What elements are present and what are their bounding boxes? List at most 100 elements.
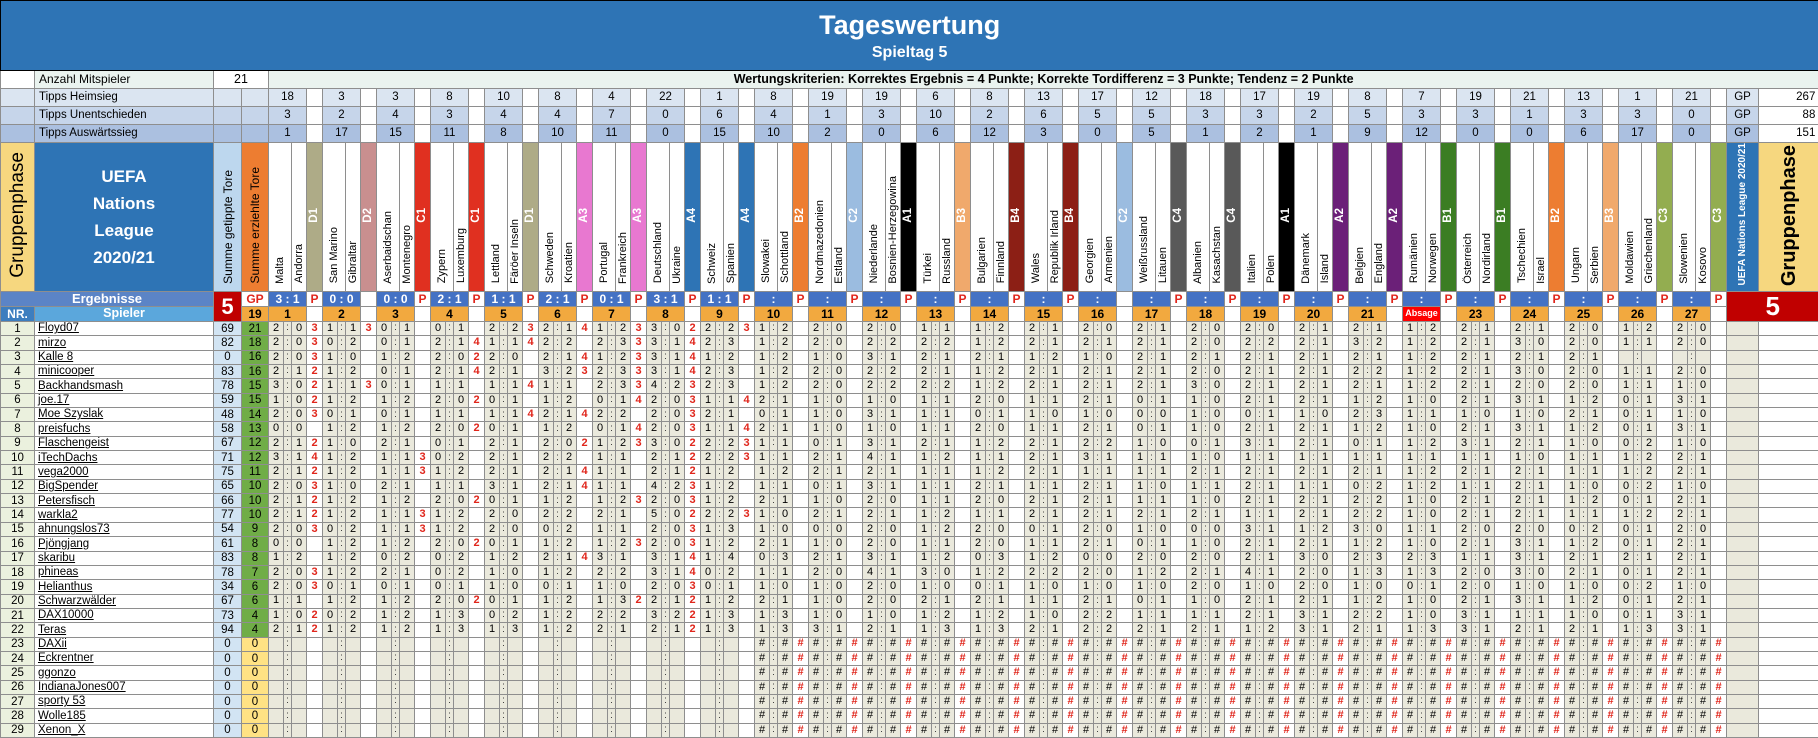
tip-away[interactable]	[507, 722, 523, 738]
tip-home[interactable]: 1	[916, 507, 932, 523]
tip-points[interactable]	[630, 722, 647, 738]
tip-away[interactable]: 1	[939, 435, 955, 452]
tip-away[interactable]: 1	[1425, 521, 1441, 538]
tip-points[interactable]: #	[1602, 679, 1619, 695]
tip-points[interactable]	[1278, 564, 1295, 581]
tip-points[interactable]: 3	[306, 521, 323, 538]
tip-home[interactable]: 1	[592, 450, 608, 466]
tip-home[interactable]: 2	[430, 349, 446, 366]
tip-home[interactable]: 1	[916, 607, 932, 624]
result-m22[interactable]: :	[1402, 291, 1441, 308]
tip-points[interactable]: #	[1386, 650, 1403, 667]
tip-home[interactable]: #	[1402, 693, 1418, 710]
tip-away[interactable]: 2	[561, 593, 577, 609]
tip-home[interactable]: 2	[1132, 349, 1148, 366]
tip-points[interactable]	[1116, 622, 1133, 638]
tip-points[interactable]: 2	[684, 450, 701, 466]
player-name-cell[interactable]: Flaschengeist	[34, 435, 214, 452]
tip-away[interactable]: 1	[561, 321, 577, 337]
tip-away[interactable]: 3	[507, 622, 523, 638]
tip-home[interactable]: 1	[1402, 593, 1418, 609]
tip-home[interactable]: #	[1564, 650, 1580, 667]
tip-points[interactable]: #	[1494, 693, 1511, 710]
tip-points[interactable]	[1062, 321, 1079, 337]
tip-points[interactable]	[1116, 349, 1133, 366]
p-flag-m14[interactable]: P	[1008, 291, 1025, 308]
player-sum-scored[interactable]: 10	[241, 478, 269, 495]
tip-home[interactable]: #	[1456, 665, 1472, 681]
tip-away[interactable]: 2	[345, 607, 361, 624]
tip-points[interactable]: #	[792, 722, 809, 738]
tip-home[interactable]: 1	[808, 579, 824, 595]
tip-home[interactable]: 1	[1402, 349, 1418, 366]
tip-away[interactable]: #	[939, 693, 955, 710]
tip-points[interactable]	[900, 521, 917, 538]
tip-away[interactable]: 1	[885, 564, 901, 581]
tip-home[interactable]: #	[1132, 708, 1148, 724]
tip-home[interactable]: 2	[1078, 607, 1094, 624]
tip-home[interactable]: #	[1078, 650, 1094, 667]
tip-home[interactable]: 0	[1132, 407, 1148, 423]
tipp-count-m4[interactable]: 11	[430, 124, 469, 143]
tip-home[interactable]: #	[1456, 650, 1472, 667]
tip-away[interactable]	[507, 636, 523, 652]
tip-away[interactable]: 1	[1695, 550, 1711, 566]
tip-home[interactable]: 1	[862, 607, 878, 624]
tip-away[interactable]: 1	[669, 349, 685, 366]
tip-points[interactable]: 3	[684, 579, 701, 595]
player-name[interactable]: joe.17	[38, 394, 70, 407]
tip-away[interactable]: #	[1155, 679, 1171, 695]
tip-away[interactable]: 1	[1263, 421, 1279, 437]
tip-away[interactable]	[345, 665, 361, 681]
tipp-count-m5[interactable]: 8	[484, 124, 523, 143]
tip-points[interactable]	[1224, 478, 1241, 495]
tip-points[interactable]	[414, 579, 431, 595]
p-flag-m16[interactable]	[1116, 291, 1133, 308]
tip-home[interactable]: 0	[808, 478, 824, 495]
tip-away[interactable]: 2	[1371, 335, 1387, 351]
tip-points[interactable]	[846, 521, 863, 538]
tip-home[interactable]: 2	[1294, 421, 1310, 437]
tip-away[interactable]: 1	[561, 478, 577, 495]
tip-points[interactable]	[900, 450, 917, 466]
tip-away[interactable]: 0	[831, 536, 847, 552]
tipp-count-m14[interactable]: 8	[970, 88, 1009, 107]
player-sum-tipped[interactable]: 83	[213, 364, 242, 380]
tip-away[interactable]: #	[1263, 722, 1279, 738]
tip-away[interactable]	[561, 708, 577, 724]
tip-home[interactable]: #	[916, 693, 932, 710]
tip-home[interactable]: 2	[1240, 593, 1256, 609]
tip-away[interactable]: 0	[1101, 321, 1117, 337]
tip-away[interactable]: 2	[399, 392, 415, 409]
tip-points[interactable]	[630, 478, 647, 495]
tip-away[interactable]: #	[1263, 693, 1279, 710]
tip-home[interactable]: 3	[916, 564, 932, 581]
player-sum-scored[interactable]: 0	[241, 693, 269, 710]
tip-away[interactable]: 1	[669, 550, 685, 566]
tip-points[interactable]: #	[1116, 679, 1133, 695]
tip-points[interactable]	[576, 593, 593, 609]
tip-home[interactable]: 2	[430, 493, 446, 509]
tip-points[interactable]: #	[1062, 650, 1079, 667]
player-sum-scored[interactable]: 8	[241, 550, 269, 566]
tip-home[interactable]: 0	[1618, 407, 1634, 423]
tip-home[interactable]: 1	[1456, 550, 1472, 566]
tip-away[interactable]: #	[1425, 650, 1441, 667]
tip-home[interactable]: #	[916, 636, 932, 652]
tip-away[interactable]: 1	[615, 550, 631, 566]
tip-home[interactable]: #	[1186, 693, 1202, 710]
tip-away[interactable]: 2	[723, 507, 739, 523]
tip-points[interactable]	[468, 321, 485, 337]
tip-home[interactable]: 0	[1078, 550, 1094, 566]
tip-points[interactable]: #	[1224, 650, 1241, 667]
tip-away[interactable]: 1	[1047, 464, 1063, 480]
tip-points[interactable]	[630, 679, 647, 695]
tip-away[interactable]: 2	[453, 507, 469, 523]
tip-away[interactable]	[723, 679, 739, 695]
tip-points[interactable]	[792, 550, 809, 566]
tip-points[interactable]	[1008, 392, 1025, 409]
tip-points[interactable]	[954, 521, 971, 538]
tip-home[interactable]	[376, 693, 392, 710]
tip-points[interactable]	[1494, 478, 1511, 495]
tip-away[interactable]: 1	[1479, 493, 1495, 509]
